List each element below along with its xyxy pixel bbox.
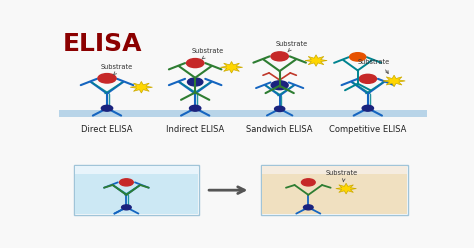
Circle shape bbox=[186, 59, 204, 68]
Bar bbox=[263, 166, 407, 174]
Bar bbox=[75, 166, 198, 174]
Circle shape bbox=[362, 105, 374, 111]
Circle shape bbox=[122, 205, 131, 210]
Text: ELISA: ELISA bbox=[63, 32, 142, 56]
Text: Competitive ELISA: Competitive ELISA bbox=[329, 125, 407, 134]
Circle shape bbox=[350, 53, 366, 61]
Bar bbox=[263, 174, 407, 215]
Polygon shape bbox=[130, 81, 153, 93]
Bar bbox=[59, 110, 427, 117]
Polygon shape bbox=[220, 62, 243, 73]
Circle shape bbox=[188, 78, 203, 86]
Text: Substrate: Substrate bbox=[101, 64, 133, 75]
Circle shape bbox=[301, 179, 315, 186]
Polygon shape bbox=[305, 55, 327, 66]
Text: Sandwich ELISA: Sandwich ELISA bbox=[246, 125, 313, 134]
Text: Direct ELISA: Direct ELISA bbox=[81, 125, 133, 134]
Bar bbox=[75, 174, 198, 215]
Circle shape bbox=[271, 52, 288, 61]
Circle shape bbox=[303, 205, 313, 210]
Bar bbox=[74, 165, 199, 215]
Circle shape bbox=[274, 106, 285, 112]
Circle shape bbox=[359, 74, 376, 83]
Polygon shape bbox=[383, 75, 405, 87]
Circle shape bbox=[98, 74, 116, 83]
Text: Substrate: Substrate bbox=[191, 48, 223, 59]
Bar bbox=[261, 165, 408, 215]
Circle shape bbox=[101, 105, 113, 111]
Circle shape bbox=[190, 105, 201, 111]
Circle shape bbox=[271, 81, 288, 90]
Text: Substrate: Substrate bbox=[358, 59, 390, 73]
Text: Substrate: Substrate bbox=[326, 170, 358, 182]
Text: Indirect ELISA: Indirect ELISA bbox=[166, 125, 224, 134]
Circle shape bbox=[119, 179, 133, 186]
Text: Substrate: Substrate bbox=[275, 41, 308, 52]
Polygon shape bbox=[336, 183, 356, 194]
